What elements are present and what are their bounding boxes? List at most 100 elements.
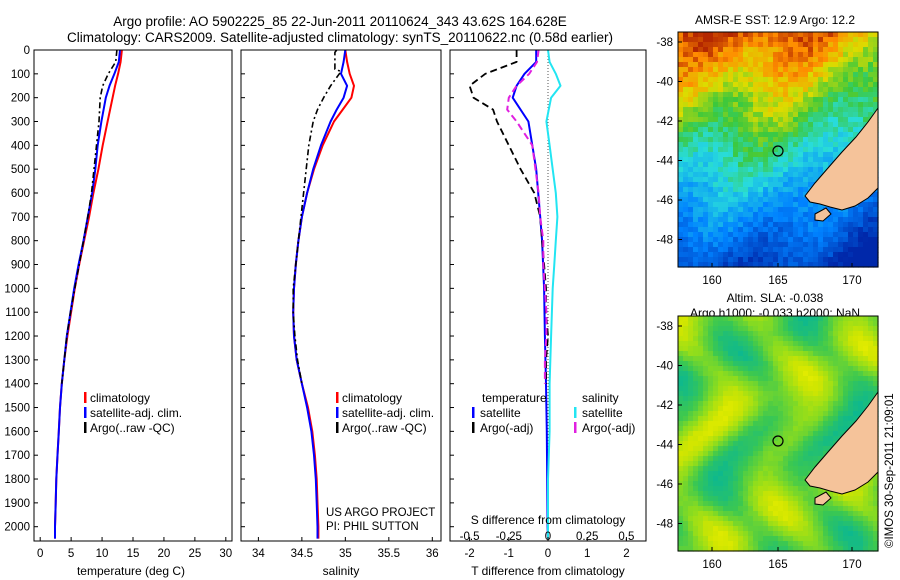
legend-swatch-argo bbox=[336, 422, 339, 433]
sla-lat-tick-label: -44 bbox=[656, 440, 673, 452]
t-difference-xlabel: T difference from climatology bbox=[471, 564, 625, 578]
sst-map-panel: AMSR-E SST: 12.9 Argo: 12.2 160 165 170 -38… bbox=[656, 13, 879, 287]
legend-swatch-s-argo bbox=[574, 422, 577, 433]
temperature-legend: climatology satellite-adj. clim. Argo(..… bbox=[84, 391, 182, 435]
sla-lat-tick-label: -42 bbox=[656, 400, 673, 412]
salinity-xtick-label: 34 bbox=[252, 548, 265, 560]
s-difference-tick-label: 0.25 bbox=[576, 531, 598, 543]
sla-map-title-line-1: Altim. SLA: -0.038 bbox=[727, 291, 824, 305]
temperature-ytick-label: 1000 bbox=[4, 283, 30, 295]
temperature-ytick-label: 1500 bbox=[4, 403, 30, 415]
salinity-panel: 34 34.5 35 35.5 36 climatology satellite-adj… bbox=[240, 49, 442, 578]
temperature-ytick-label: 1300 bbox=[4, 355, 30, 367]
s-difference-xlabel: S difference from climatology bbox=[471, 513, 626, 527]
temperature-ytick-label: 0 bbox=[24, 45, 30, 57]
legend-swatch-satellite bbox=[84, 407, 87, 418]
sst-lat-tick-label: -46 bbox=[656, 195, 673, 207]
sla-lon-tick-label: 170 bbox=[842, 559, 861, 571]
legend-swatch-climatology bbox=[336, 392, 339, 403]
difference-series-s-satellite bbox=[545, 49, 562, 539]
temperature-panel: 0100200300400500600700800900100011001200… bbox=[4, 45, 233, 578]
sst-lat-tick-label: -42 bbox=[656, 116, 673, 128]
legend-label-climatology: climatology bbox=[90, 391, 150, 405]
legend-label-satellite: satellite-adj. clim. bbox=[342, 406, 434, 420]
difference-panel: -2 -1 0 1 2 -0.5 -0.25 0 0.25 0.5 temperature sal… bbox=[449, 49, 647, 578]
salinity-legend: climatology satellite-adj. clim. Argo(..… bbox=[336, 391, 434, 435]
imos-credit: ©IMOS 30-Sep-2011 21:09:01 bbox=[884, 393, 896, 548]
difference-xtick-label: 2 bbox=[623, 548, 629, 560]
legend-swatch-s-satellite bbox=[574, 407, 577, 418]
temperature-ytick-label: 900 bbox=[11, 260, 30, 272]
temperature-ytick-label: 100 bbox=[11, 69, 30, 81]
temperature-ytick-label: 1700 bbox=[4, 450, 30, 462]
sst-lat-tick-label: -44 bbox=[656, 156, 673, 168]
difference-xtick-label: -1 bbox=[504, 548, 514, 560]
legend-label-s-satellite: satellite bbox=[582, 406, 623, 420]
project-annotation: US ARGO PROJECT bbox=[326, 507, 435, 519]
difference-xtick-label: -2 bbox=[464, 548, 474, 560]
temperature-xtick-label: 15 bbox=[127, 548, 140, 560]
s-difference-tick-label: 0 bbox=[545, 531, 551, 543]
difference-series-s-argo-adj bbox=[506, 49, 548, 384]
temperature-ytick-label: 400 bbox=[11, 140, 30, 152]
legend-swatch-climatology bbox=[84, 392, 87, 403]
s-difference-tick-label: -0.5 bbox=[460, 531, 480, 543]
temperature-plot-area bbox=[54, 49, 123, 539]
temperature-ytick-label: 1100 bbox=[5, 307, 30, 319]
temperature-ytick-label: 1900 bbox=[4, 498, 30, 510]
legend-swatch-t-satellite bbox=[472, 407, 475, 418]
temperature-series-satellite-adj-clim bbox=[54, 49, 121, 539]
salinity-xlabel: salinity bbox=[323, 564, 360, 578]
sst-lon-tick-label: 160 bbox=[702, 275, 721, 287]
sst-lon-tick-label: 165 bbox=[768, 275, 787, 287]
header-line-2: Climatology: CARS2009. Satellite-adjuste… bbox=[67, 30, 613, 45]
temperature-ytick-label: 2000 bbox=[4, 522, 30, 534]
legend-label-satellite: satellite-adj. clim. bbox=[90, 406, 182, 420]
legend-swatch-satellite bbox=[336, 407, 339, 418]
temperature-xtick-label: 5 bbox=[68, 548, 74, 560]
salinity-axes-frame bbox=[240, 49, 442, 542]
sst-lat-tick-label: -38 bbox=[656, 37, 673, 49]
salinity-series-climatology bbox=[292, 49, 355, 539]
difference-series-t-satellite bbox=[511, 50, 549, 539]
temperature-ytick-label: 800 bbox=[11, 236, 30, 248]
legend-label-argo: Argo(..raw -QC) bbox=[342, 421, 427, 435]
sla-map-panel: Altim. SLA: -0.038 Argo h1000: -0.033 h2… bbox=[656, 291, 879, 571]
difference-series-t-argo-adj bbox=[468, 50, 549, 384]
temperature-axes-frame bbox=[33, 49, 233, 542]
sla-lat-tick-label: -46 bbox=[656, 479, 673, 491]
sst-lat-tick-label: -48 bbox=[656, 235, 673, 247]
temperature-ytick-label: 1400 bbox=[4, 379, 30, 391]
temperature-xtick-label: 0 bbox=[37, 548, 43, 560]
difference-legend: temperature salinity satellite Argo(-adj… bbox=[472, 391, 635, 435]
s-difference-tick-label: 0.5 bbox=[618, 531, 634, 543]
sla-lon-tick-label: 160 bbox=[702, 559, 721, 571]
temperature-ytick-label: 500 bbox=[11, 164, 30, 176]
temperature-series-argo-raw-qc bbox=[61, 49, 118, 384]
legend-swatch-argo bbox=[84, 422, 87, 433]
legend-title-salinity: salinity bbox=[582, 391, 619, 405]
salinity-series-argo-raw-qc bbox=[292, 49, 342, 384]
temperature-xtick-label: 25 bbox=[188, 548, 201, 560]
sla-lat-tick-label: -40 bbox=[656, 361, 673, 373]
sla-lat-tick-label: -48 bbox=[656, 519, 673, 531]
legend-label-t-satellite: satellite bbox=[480, 406, 521, 420]
sla-map-argo-marker bbox=[772, 435, 784, 447]
header-line-1: Argo profile: AO 5902225_85 22-Jun-2011 … bbox=[113, 14, 567, 29]
temperature-series-climatology bbox=[54, 49, 123, 539]
sla-lat-tick-label: -38 bbox=[656, 321, 673, 333]
temperature-ytick-label: 600 bbox=[11, 188, 30, 200]
difference-plot-area bbox=[468, 49, 562, 541]
temperature-ytick-label: 1800 bbox=[4, 474, 30, 486]
sst-map-title: AMSR-E SST: 12.9 Argo: 12.2 bbox=[695, 13, 855, 27]
salinity-xtick-label: 35.5 bbox=[378, 548, 400, 560]
legend-label-t-argo: Argo(-adj) bbox=[480, 421, 533, 435]
temperature-ytick-label: 300 bbox=[11, 117, 30, 129]
sst-map-argo-marker bbox=[772, 145, 784, 157]
legend-label-argo: Argo(..raw -QC) bbox=[90, 421, 175, 435]
sla-lon-tick-label: 165 bbox=[768, 559, 787, 571]
salinity-xtick-label: 34.5 bbox=[291, 548, 313, 560]
legend-label-climatology: climatology bbox=[342, 391, 402, 405]
legend-swatch-t-argo bbox=[472, 422, 475, 433]
